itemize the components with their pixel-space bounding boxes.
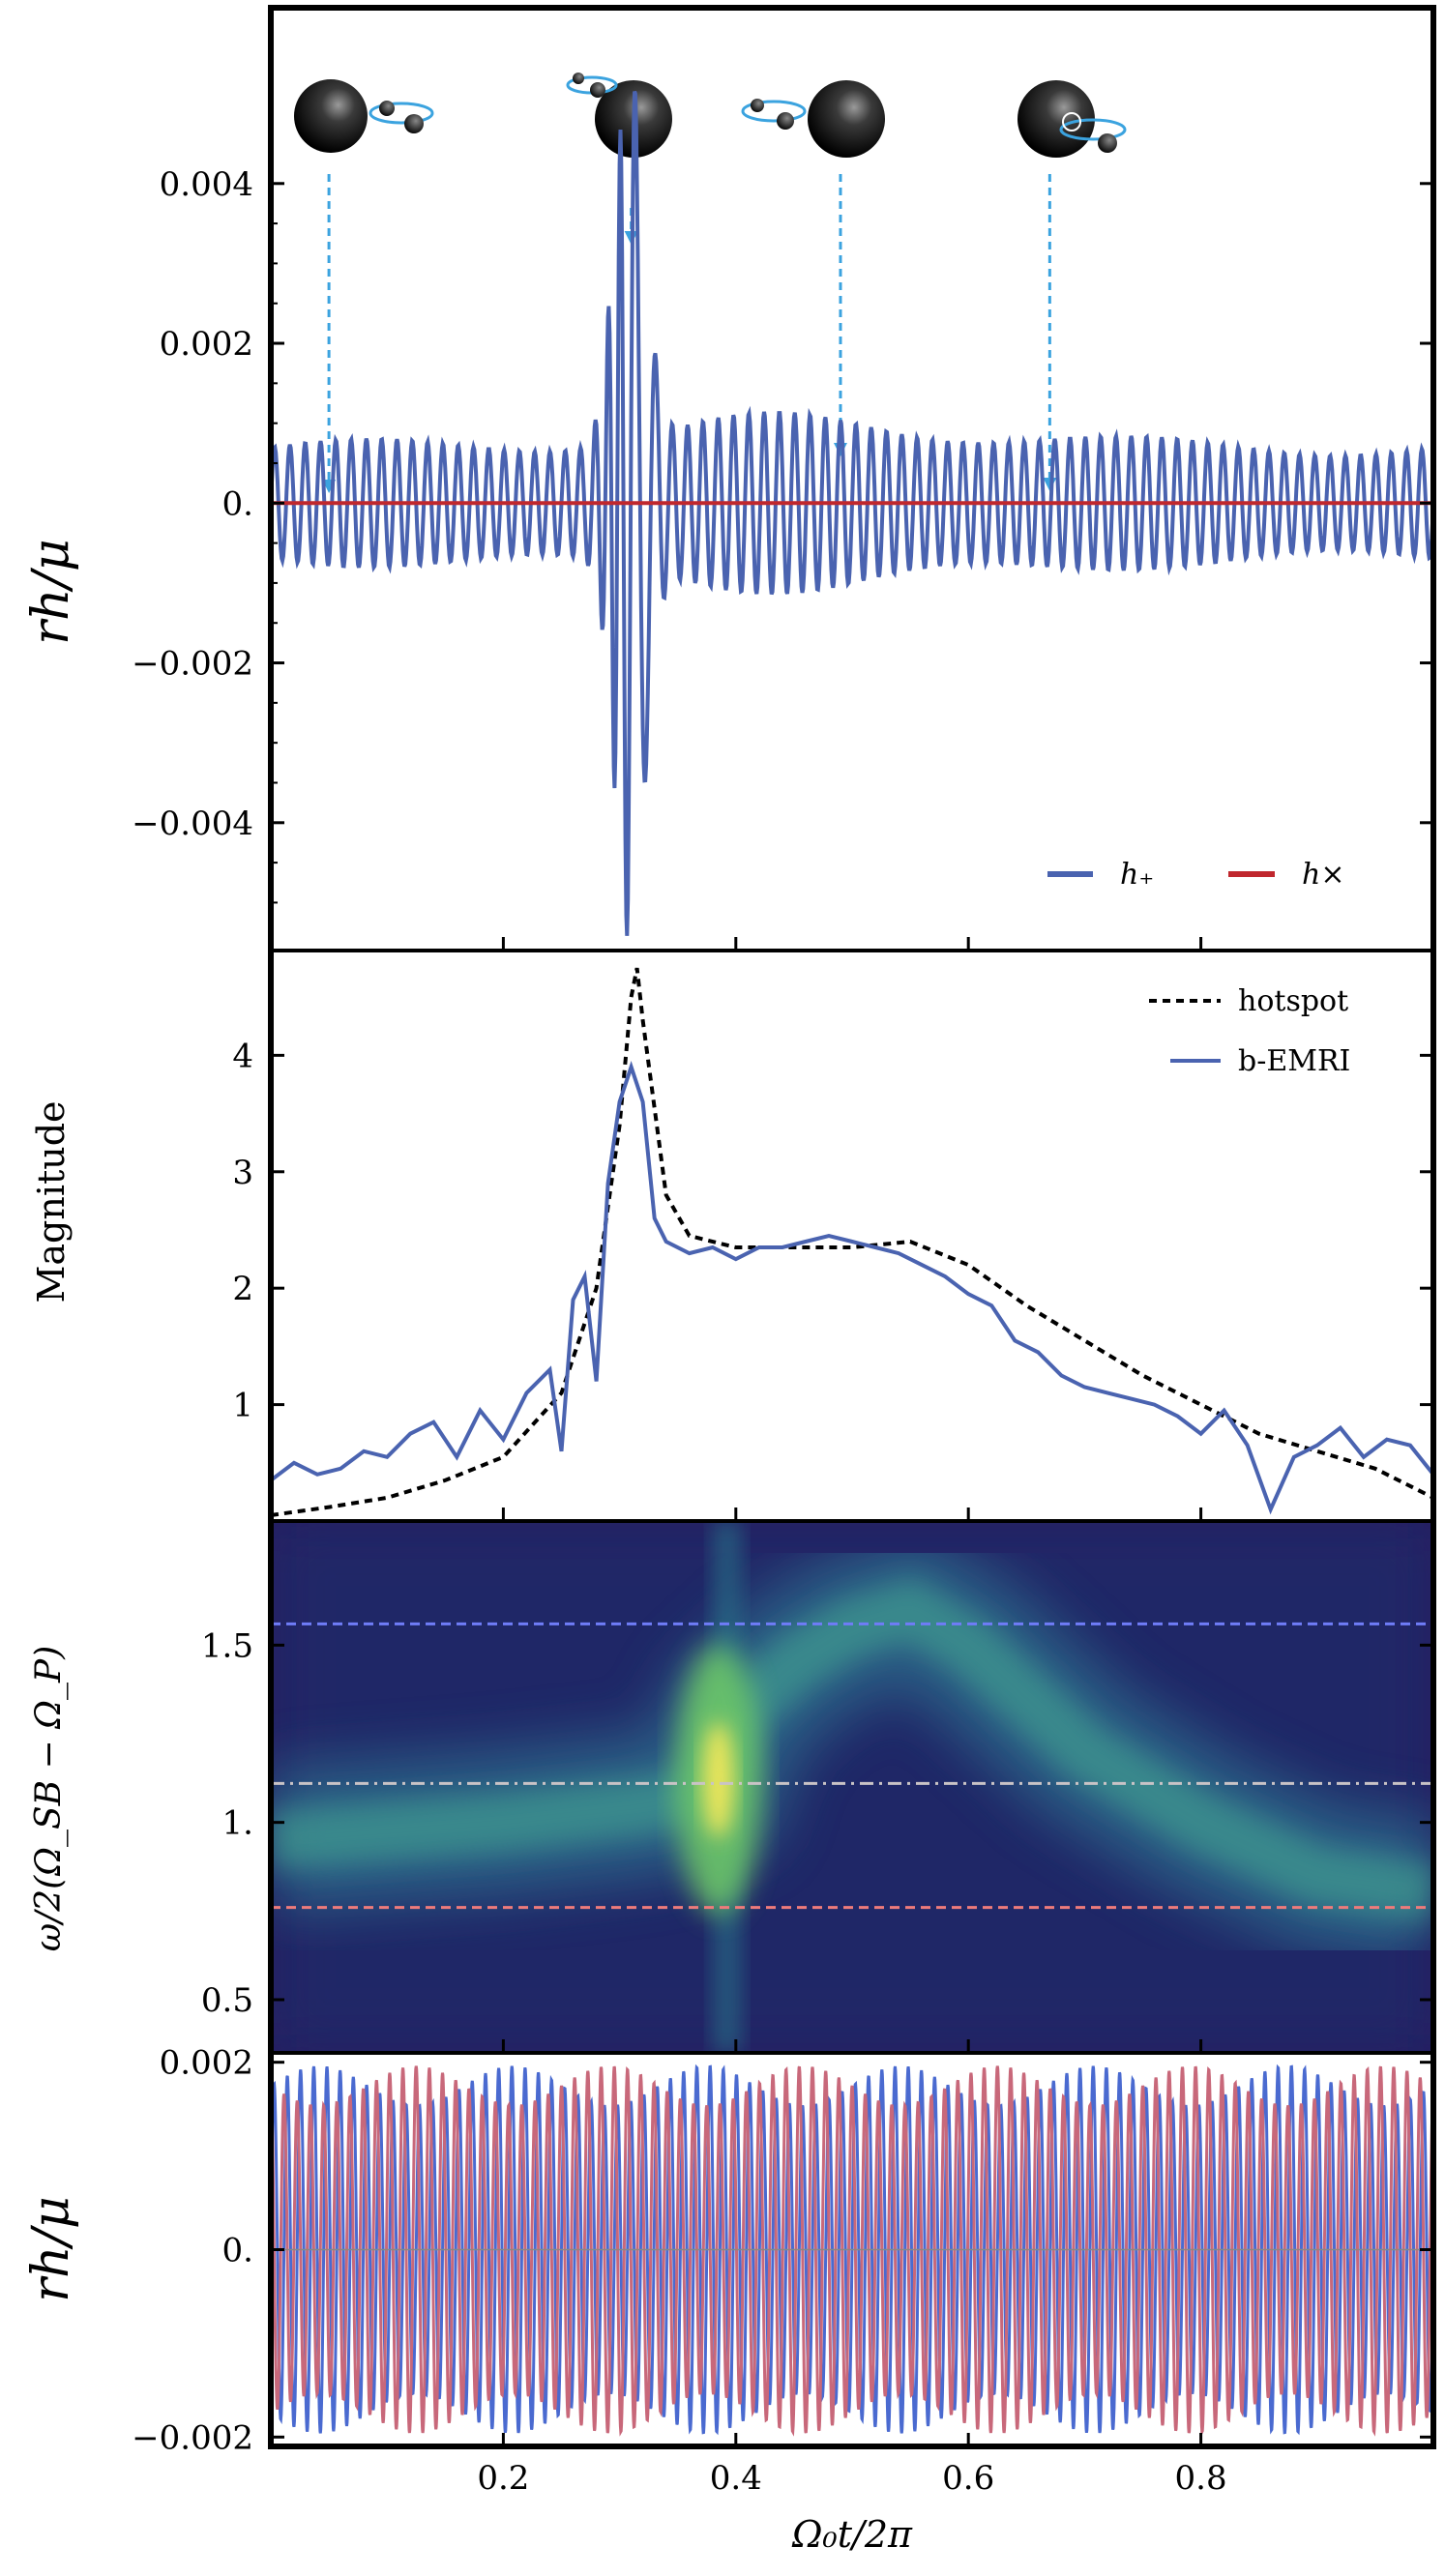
spectrogram-y-label: ω/2(Ω_SB − Ω_P): [29, 1646, 69, 1952]
figure-frame: [268, 5, 1436, 2449]
zoom-waveform-y-label: rh/μ: [22, 2196, 80, 2302]
hotspot-line: [271, 967, 1433, 1517]
waveform-legend: h₊ h×: [1047, 858, 1344, 892]
spectrogram-reference-lines: [271, 1622, 1433, 1910]
spectrogram-panel: 1.5 1. 0.5 ω/2(Ω_SB − Ω_P): [29, 1521, 1433, 2053]
x-tick-label: 0.2: [477, 2459, 529, 2498]
waveform-series: [271, 90, 1433, 936]
magnitude-panel: 1 2 3 4 hotspot b-EMRI Magnitude: [30, 967, 1433, 1517]
x-tick-label: 0.4: [710, 2459, 762, 2498]
x-tick-label: 0.6: [942, 2459, 994, 2498]
spectrogram-hotspot-core: [702, 1721, 734, 1838]
legend-label-hotspot: hotspot: [1238, 984, 1348, 1018]
waveform-y-ticks: 0.004 0.002 0. −0.002 −0.004: [132, 165, 1433, 904]
y-tick-label: 1: [232, 1387, 253, 1425]
waveform-y-label: rh/μ: [22, 539, 80, 645]
y-tick-label: 2: [232, 1270, 253, 1308]
y-tick-label: 1.5: [201, 1626, 253, 1665]
y-tick-label: 0.002: [160, 2044, 253, 2083]
spectrogram-heat: [271, 1521, 1433, 2053]
legend-label-h-plus: h₊: [1120, 858, 1154, 892]
binary-cartoon-1: [294, 79, 434, 153]
y-tick-label: 1.: [222, 1804, 253, 1843]
zoom-waveform-series: [271, 2064, 1433, 2437]
h-plus-line: [271, 90, 1433, 936]
y-tick-label: 0.: [222, 484, 253, 523]
zoom-h-cross-line: [271, 2065, 1433, 2437]
magnitude-y-ticks: 1 2 3 4: [232, 1037, 1433, 1425]
y-tick-label: −0.002: [132, 645, 253, 684]
magnitude-series: [271, 967, 1433, 1517]
b-emri-line: [271, 1061, 1433, 1515]
spectrogram-ridge: [271, 1578, 1433, 1922]
y-tick-label: 0.002: [160, 325, 253, 364]
y-tick-label: 0.: [222, 2232, 253, 2270]
y-tick-label: −0.002: [132, 2418, 253, 2457]
waveform-panel: 0.004 0.002 0. −0.002 −0.004 h₊ h× rh/μ: [22, 73, 1433, 936]
legend-label-h-cross: h×: [1302, 858, 1344, 892]
y-tick-label: 0.5: [201, 1981, 253, 2020]
x-axis-ticks: 0.2 0.4 0.6 0.8: [477, 937, 1227, 2498]
y-tick-label: 0.004: [160, 165, 253, 204]
binary-cartoon-3: [741, 80, 885, 158]
y-tick-label: 3: [232, 1154, 253, 1192]
zoom-waveform-panel: 0.002 0. −0.002 rh/μ: [22, 2044, 1433, 2457]
spectrogram-y-ticks: 1.5 1. 0.5: [201, 1626, 1433, 2020]
magnitude-y-label: Magnitude: [30, 1100, 73, 1303]
y-tick-label: −0.004: [132, 805, 253, 843]
x-tick-label: 0.8: [1175, 2459, 1227, 2498]
y-tick-label: 4: [232, 1037, 253, 1075]
binary-cartoons: [294, 73, 1127, 158]
magnitude-legend: hotspot b-EMRI: [1149, 984, 1350, 1078]
x-axis-label: Ω₀t/2π: [791, 2513, 913, 2556]
binary-cartoon-4: [1017, 80, 1127, 158]
legend-label-b-emri: b-EMRI: [1238, 1044, 1350, 1078]
